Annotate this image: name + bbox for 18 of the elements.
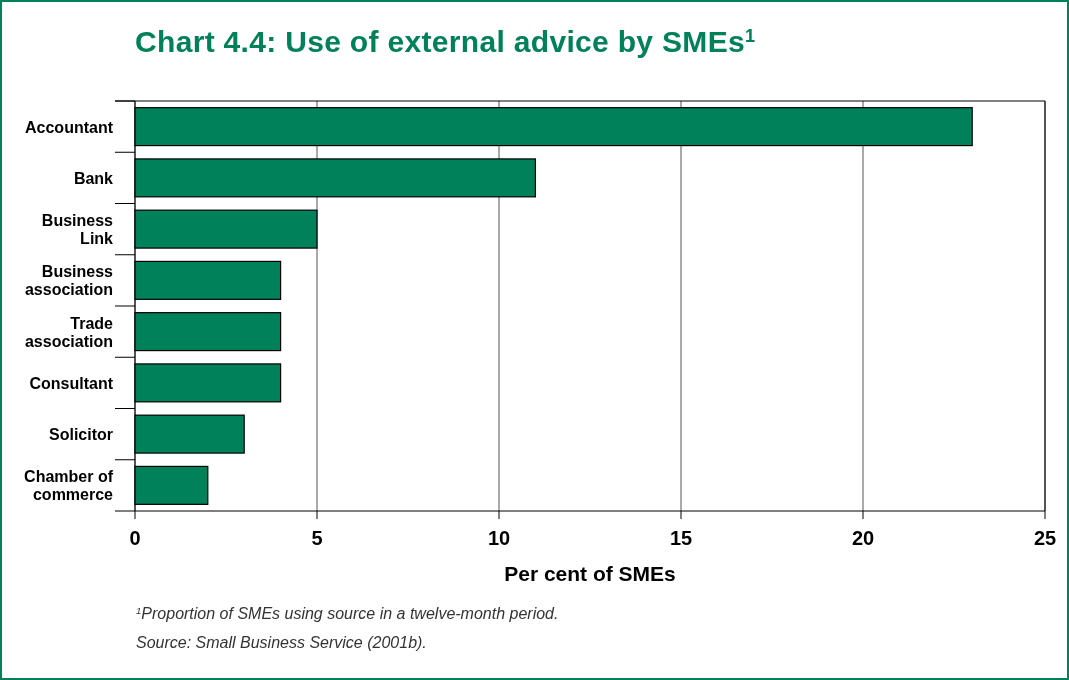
y-tick-label: Chamber of commerce bbox=[24, 468, 114, 504]
y-tick-label: Accountant bbox=[25, 118, 114, 136]
source-note: Source: Small Business Service (2001b). bbox=[136, 634, 427, 651]
x-tick-label: 25 bbox=[1033, 527, 1057, 549]
x-axis-title: Per cent of SMEs bbox=[504, 562, 676, 585]
y-tick-label: Consultant bbox=[29, 374, 114, 392]
y-tick-label: Bank bbox=[73, 169, 114, 187]
y-tick-label: Trade association bbox=[24, 314, 114, 350]
y-tick-label: Business association bbox=[24, 263, 114, 299]
chart-title: Chart 4.4: Use of external advice by SMEs$^{1}$ bbox=[135, 25, 755, 58]
x-tick-label: 5 bbox=[311, 527, 323, 549]
y-tick-label: Solicitor bbox=[48, 426, 113, 444]
x-tick-label: 15 bbox=[669, 527, 693, 549]
text: $^{1}$Proportion of SMEs using source in a twelve-month period. bbox=[136, 604, 559, 622]
x-tick-label: 0 bbox=[129, 527, 141, 549]
x-tick-label: 20 bbox=[851, 527, 875, 549]
y-tick-label: Business Link bbox=[41, 212, 114, 248]
x-tick-label: 10 bbox=[487, 527, 511, 549]
